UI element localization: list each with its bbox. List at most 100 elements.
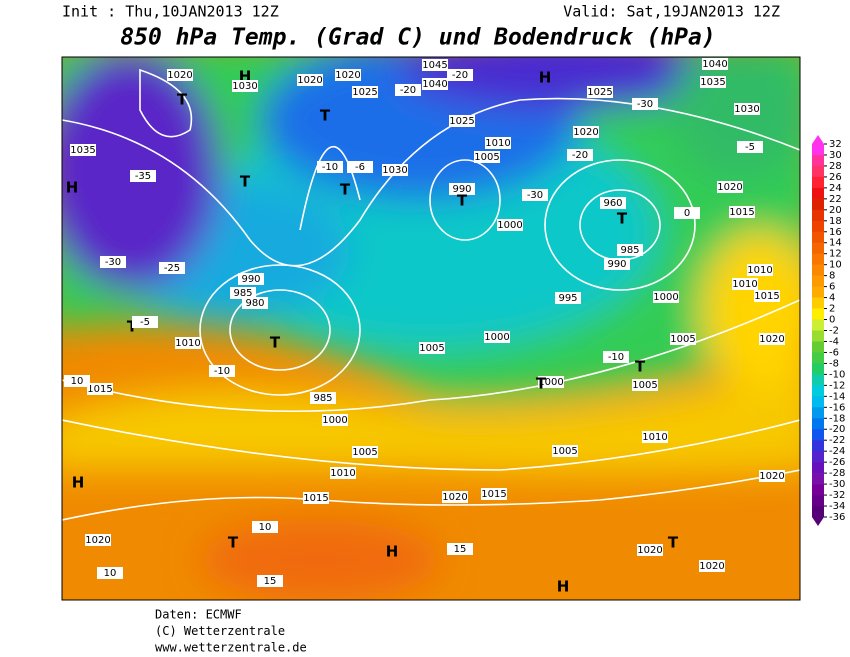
colorbar-tick-label: 12 xyxy=(829,249,842,260)
warm-area xyxy=(200,520,440,600)
isoline-label: 1020 xyxy=(759,471,784,482)
isoline-label: 1020 xyxy=(85,535,110,546)
isoline-label: 1005 xyxy=(552,446,577,457)
isoline-label: 990 xyxy=(452,184,471,195)
label-box xyxy=(297,74,323,86)
label-box xyxy=(747,264,773,276)
label-box xyxy=(699,560,725,572)
colorbar-bin xyxy=(812,396,824,408)
isoline-label: 960 xyxy=(603,198,622,209)
colorbar-tick-label: -26 xyxy=(829,457,845,468)
map-frame xyxy=(61,56,801,601)
label-box xyxy=(555,292,581,304)
isoline-label: 10 xyxy=(71,376,84,387)
isoline-label: -25 xyxy=(164,263,180,274)
label-box xyxy=(573,126,599,138)
colorbar-bin xyxy=(812,253,824,265)
isoline-label: 995 xyxy=(558,293,577,304)
isoline-label: 1020 xyxy=(637,545,662,556)
label-box xyxy=(130,170,156,182)
colorbar-bin xyxy=(812,484,824,496)
isobar xyxy=(229,289,331,371)
isoline-label: 1030 xyxy=(232,81,257,92)
colorbar-bin xyxy=(812,495,824,507)
colorbar: 32302826242220181614121086420-2-4-6-8-10… xyxy=(812,135,845,526)
colorbar-tick-label: -2 xyxy=(829,326,839,337)
map xyxy=(62,57,800,600)
colorbar-tick-label: 28 xyxy=(829,161,842,172)
isoline-label: 1005 xyxy=(352,447,377,458)
isoline-label: 1025 xyxy=(352,87,377,98)
isoline-label: 1030 xyxy=(382,165,407,176)
isoline-label: -10 xyxy=(214,366,230,377)
colorbar-bin xyxy=(812,374,824,386)
isoline-label: 990 xyxy=(607,259,626,270)
isoline-label: 1005 xyxy=(474,152,499,163)
isoline-label: 990 xyxy=(241,274,260,285)
isobar xyxy=(544,159,696,291)
label-box xyxy=(252,521,278,533)
label-box xyxy=(642,431,668,443)
valid-time: Valid: Sat,19JAN2013 12Z xyxy=(563,3,780,21)
colorbar-tick-label: -6 xyxy=(829,347,839,358)
label-box xyxy=(447,543,473,555)
label-box xyxy=(449,115,475,127)
colorbar-bin xyxy=(812,440,824,452)
colorbar-tick-label: -32 xyxy=(829,490,845,501)
colorbar-tick-label: 16 xyxy=(829,227,842,238)
colorbar-bin xyxy=(812,473,824,485)
label-box xyxy=(732,278,758,290)
isobar xyxy=(299,146,361,231)
isoline-label: 1010 xyxy=(485,138,510,149)
colorbar-bin xyxy=(812,352,824,364)
isoline-label: 1010 xyxy=(642,432,667,443)
label-box xyxy=(587,86,613,98)
isoline-label: 985 xyxy=(313,393,332,404)
isoline-label: -20 xyxy=(400,85,416,96)
isobar xyxy=(62,299,800,413)
colorbar-tick-label: 20 xyxy=(829,205,842,216)
pressure-center: T xyxy=(457,192,468,210)
colorbar-bin xyxy=(812,506,824,518)
colorbar-bin xyxy=(812,407,824,419)
colorbar-bin xyxy=(812,363,824,375)
label-box xyxy=(322,414,348,426)
pressure-center: T xyxy=(668,534,679,552)
label-box xyxy=(352,86,378,98)
colorbar-tick-label: 6 xyxy=(829,282,835,293)
colorbar-bin xyxy=(812,154,824,167)
isobar xyxy=(62,419,800,471)
map-labels: 1020 H T 1030 1020 1020 1025 -20 1045 -20 1040 H 102… xyxy=(64,58,785,596)
isoline-label: 1010 xyxy=(330,468,355,479)
isoline-label: 1000 xyxy=(653,292,678,303)
isoline-label: 1015 xyxy=(303,493,328,504)
purple-area xyxy=(400,57,720,110)
label-box xyxy=(230,287,256,299)
colorbar-tick-label: -36 xyxy=(829,512,845,523)
colorbar-tick-label: 10 xyxy=(829,260,842,271)
isoline-label: 1020 xyxy=(335,70,360,81)
isobar xyxy=(62,97,800,267)
label-box xyxy=(232,80,258,92)
colorbar-tick-label: -28 xyxy=(829,468,845,479)
isoline-label: 1035 xyxy=(700,77,725,88)
isobars xyxy=(62,68,800,521)
label-box xyxy=(257,575,283,587)
init-time: Init : Thu,10JAN2013 12Z xyxy=(62,3,279,21)
isoline-label: 15 xyxy=(264,576,277,587)
isoline-label: 1035 xyxy=(70,145,95,156)
isoline-label: 1010 xyxy=(175,338,200,349)
colorbar-bin xyxy=(812,165,824,178)
isoline-label: 985 xyxy=(233,288,252,299)
isoline-label: 10 xyxy=(259,522,272,533)
isoline-label: 1015 xyxy=(729,207,754,218)
pressure-center: T xyxy=(340,181,351,199)
label-box xyxy=(419,342,445,354)
colorbar-bin xyxy=(812,385,824,397)
label-box xyxy=(670,333,696,345)
isoline-label: 1025 xyxy=(449,116,474,127)
label-box xyxy=(637,544,663,556)
colorbar-tick-label: 30 xyxy=(829,150,842,161)
colorbar-bin xyxy=(812,275,824,287)
colorbar-tick-label: 22 xyxy=(829,194,842,205)
